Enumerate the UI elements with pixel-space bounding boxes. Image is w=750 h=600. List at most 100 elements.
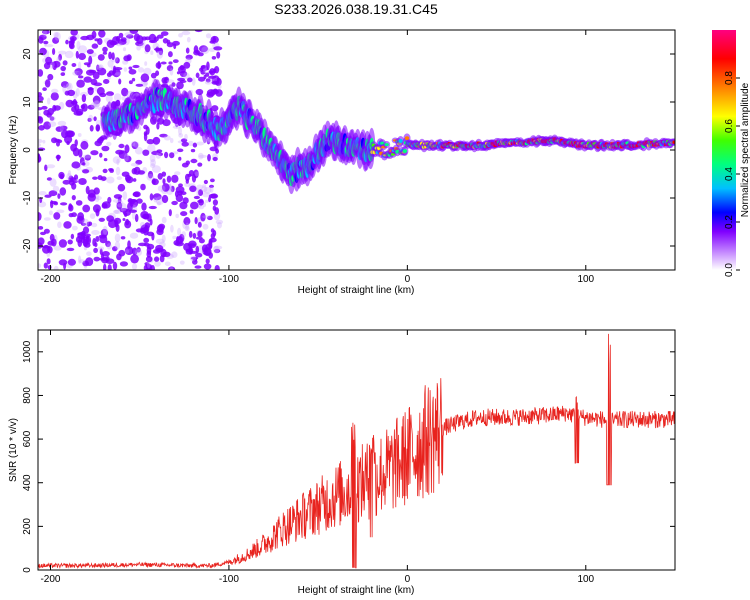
noise-blob (98, 217, 106, 222)
noise-blob (106, 243, 112, 250)
noise-blob (201, 184, 207, 188)
noise-blob (193, 169, 199, 179)
noise-blob (136, 198, 143, 204)
noise-blob (146, 173, 155, 181)
noise-blob (178, 33, 183, 38)
noise-blob (38, 143, 42, 147)
noise-blob (38, 212, 42, 221)
noise-blob (189, 255, 197, 262)
noise-blob (179, 80, 187, 83)
noise-blob (62, 60, 68, 66)
y-tick-label: 400 (22, 474, 33, 491)
noise-blob (78, 255, 82, 264)
noise-blob (214, 245, 223, 250)
noise-blob (52, 60, 61, 68)
x-tick-label: -100 (219, 274, 239, 285)
noise-blob (98, 136, 105, 142)
noise-blob (78, 52, 86, 61)
noise-blob (172, 59, 179, 63)
noise-blob (95, 196, 102, 201)
noise-blob (173, 43, 177, 50)
noise-blob (212, 205, 217, 211)
noise-blob (48, 190, 58, 197)
noise-blob (91, 230, 100, 235)
noise-blob (185, 248, 190, 253)
noise-blob (97, 246, 105, 251)
noise-blob (127, 198, 133, 204)
noise-blob (60, 125, 68, 131)
noise-blob (160, 31, 169, 36)
noise-blob (134, 146, 143, 155)
noise-blob (57, 139, 63, 144)
noise-blob (162, 251, 171, 257)
noise-blob (164, 151, 169, 159)
noise-blob (48, 121, 57, 127)
noise-blob (87, 87, 94, 91)
noise-blob (161, 234, 166, 243)
noise-blob (185, 47, 190, 54)
noise-blob (122, 47, 127, 52)
noise-blob (124, 32, 134, 37)
noise-blob (92, 176, 98, 180)
noise-blob (159, 133, 168, 138)
noise-blob (87, 221, 93, 227)
noise-blob (44, 194, 52, 198)
noise-blob (132, 178, 137, 182)
spectrogram-y-label: Frequency (Hz) (8, 116, 19, 185)
noise-blob (78, 45, 88, 54)
noise-blob (163, 135, 171, 141)
ridge-peak (672, 140, 675, 144)
noise-blob (106, 91, 114, 97)
noise-blob (129, 232, 139, 239)
noise-blob (131, 263, 138, 270)
noise-blob (38, 153, 41, 163)
snr-x-axis: -200 -100 0 100 (40, 330, 595, 585)
noise-blob (146, 243, 155, 250)
noise-blob (196, 141, 205, 146)
noise-blob (68, 40, 74, 49)
noise-blob (51, 88, 59, 94)
noise-blob (190, 148, 196, 153)
noise-blob (188, 140, 194, 146)
noise-blob (155, 238, 165, 244)
noise-blob (101, 202, 108, 209)
y-tick-label: -20 (22, 238, 33, 253)
noise-blob (135, 159, 143, 165)
noise-blob (115, 166, 121, 176)
noise-blob (216, 51, 221, 59)
noise-blob (78, 259, 86, 264)
noise-blob (93, 82, 103, 87)
x-tick-label: 0 (405, 274, 411, 285)
noise-blob (90, 150, 99, 156)
noise-blob (186, 36, 191, 43)
noise-blob (130, 162, 139, 167)
colorbar-gradient (712, 30, 736, 270)
noise-blob (112, 156, 121, 164)
noise-blob (187, 77, 193, 83)
noise-blob (60, 125, 64, 133)
noise-blob (217, 84, 222, 89)
noise-blob (112, 261, 118, 270)
noise-blob (94, 38, 100, 42)
noise-blob (96, 87, 105, 96)
noise-blob (42, 245, 50, 249)
noise-blob (118, 249, 126, 257)
ridge-point (384, 143, 389, 147)
noise-blob (193, 195, 200, 200)
noise-blob (195, 72, 200, 79)
y-tick-label: 10 (22, 96, 33, 108)
noise-blob (150, 159, 157, 167)
noise-blob (194, 171, 199, 177)
noise-blob (149, 40, 157, 44)
noise-blob (185, 173, 190, 182)
noise-blob (172, 235, 177, 240)
noise-blob (114, 233, 121, 243)
noise-blob (166, 65, 174, 72)
noise-blob (197, 162, 203, 167)
noise-blob (126, 34, 134, 39)
noise-blob (211, 56, 217, 60)
noise-blob (143, 213, 149, 220)
noise-blob (205, 78, 211, 83)
y-tick-label: 600 (22, 430, 33, 447)
noise-blob (128, 80, 133, 85)
